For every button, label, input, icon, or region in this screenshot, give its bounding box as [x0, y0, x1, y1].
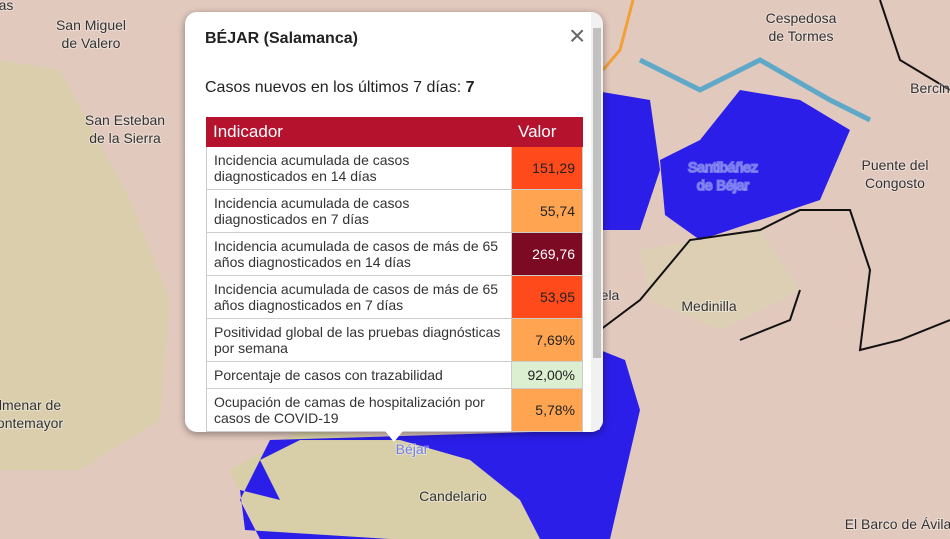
terrain	[230, 430, 580, 539]
place-label: as	[0, 0, 13, 13]
header-cell: Valor	[511, 117, 583, 147]
table-row: Incidencia acumulada de casos de más de …	[206, 232, 583, 276]
close-button[interactable]: ×	[569, 20, 586, 51]
indicator-cell: Incidencia acumulada de casos de más de …	[206, 232, 512, 276]
scrollbar[interactable]	[591, 12, 603, 432]
label-line: San Esteban	[85, 112, 165, 128]
label-line: San Miguel	[56, 17, 126, 33]
label-line: lmenar de	[0, 397, 61, 413]
table-row: Incidencia acumulada de casos diagnostic…	[206, 146, 583, 190]
popup-tip	[381, 426, 407, 442]
place-label: San Miguel de Valero	[56, 17, 126, 51]
value-cell: 92,00%	[511, 361, 583, 389]
table-row: Positividad global de las pruebas diagnó…	[206, 318, 583, 362]
indicator-cell: Incidencia acumulada de casos diagnostic…	[206, 189, 512, 233]
place-label: ela	[601, 287, 620, 303]
region	[660, 90, 850, 240]
cases-label: Casos nuevos en los últimos 7 días:	[205, 79, 462, 96]
value-cell: 7,69%	[511, 318, 583, 362]
value-cell: 269,76	[511, 232, 583, 276]
label-line: El Barco de Ávila	[845, 516, 950, 532]
place-label: Santibáñez de Béjar	[688, 159, 758, 193]
label-line: Santibáñez	[688, 159, 758, 175]
table-row: Incidencia acumulada de casos de más de …	[206, 275, 583, 319]
value-cell: 151,29	[511, 146, 583, 190]
border	[599, 0, 950, 352]
label-line: de Valero	[62, 35, 121, 51]
cases-value: 7	[465, 79, 475, 96]
scroll-thumb[interactable]	[593, 28, 601, 358]
indicator-cell: Incidencia acumulada de casos diagnostic…	[206, 146, 512, 190]
indicator-cell: Positividad global de las pruebas diagnó…	[206, 318, 512, 362]
label-line: Medinilla	[681, 298, 736, 314]
place-label: San Esteban de la Sierra	[85, 112, 165, 146]
place-label: Puente del Congosto	[862, 157, 929, 191]
label-line: Congosto	[865, 175, 925, 191]
place-label: lmenar de ontemayor	[0, 397, 63, 431]
label-line: ela	[601, 287, 620, 303]
cases-text: Casos nuevos en los últimos 7 días: 7	[205, 79, 475, 97]
label-line: Béjar	[396, 441, 429, 457]
road	[601, 0, 635, 71]
value-cell: 55,74	[511, 189, 583, 233]
river	[638, 57, 872, 123]
indicator-cell: Porcentaje de casos con trazabilidad	[206, 361, 512, 389]
value-cell: 5,78%	[511, 388, 583, 432]
label-line: as	[0, 0, 13, 13]
place-label: Cespedosa de Tormes	[766, 10, 837, 44]
label-line: ontemayor	[0, 415, 63, 431]
label-line: Puente del	[862, 157, 929, 173]
label-line: Candelario	[419, 488, 487, 504]
table-row: Incidencia acumulada de casos diagnostic…	[206, 189, 583, 233]
terrain	[0, 60, 170, 470]
place-label: Candelario	[419, 488, 487, 504]
table-row: Porcentaje de casos con trazabilidad 92,0…	[206, 361, 583, 389]
popup: BÉJAR (Salamanca) × Casos nuevos en los …	[185, 12, 603, 432]
place-label: Bercin	[910, 80, 950, 96]
indicator-cell: Incidencia acumulada de casos de más de …	[206, 275, 512, 319]
header-cell: Indicador	[206, 117, 512, 147]
place-label: Medinilla	[681, 298, 736, 314]
value-cell: 53,95	[511, 275, 583, 319]
popup-title: BÉJAR (Salamanca)	[205, 30, 358, 47]
terrain	[640, 230, 800, 330]
region	[240, 350, 640, 539]
label-line: de Béjar	[697, 177, 749, 193]
header-row: Indicador Valor	[206, 117, 583, 147]
label-line: de Tormes	[768, 28, 833, 44]
indicator-cell: Ocupación de camas de hospitalización po…	[206, 388, 512, 432]
label-line: Bercin	[910, 80, 950, 96]
table-row: Ocupación de camas de hospitalización po…	[206, 388, 583, 432]
indicator-table: Indicador Valor Incidencia acumulada de …	[206, 117, 583, 432]
place-label: Béjar	[396, 441, 429, 457]
region	[590, 90, 660, 230]
label-line: Cespedosa	[766, 10, 837, 26]
label-line: de la Sierra	[89, 130, 161, 146]
place-label: El Barco de Ávila	[845, 516, 950, 532]
